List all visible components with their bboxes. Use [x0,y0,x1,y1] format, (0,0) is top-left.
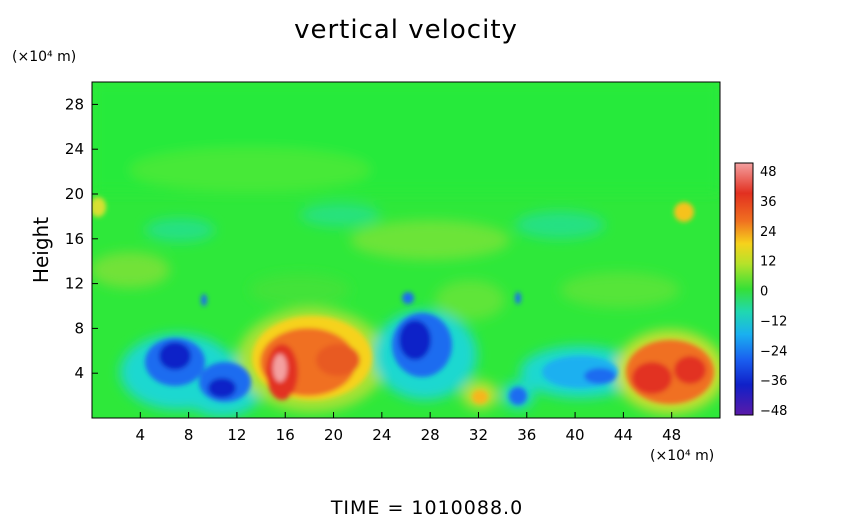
colorbar-tick-label: 48 [760,165,777,180]
colorbar-tick-label: 36 [760,195,777,210]
y-unit-label: (×10⁴ m) [12,49,76,65]
x-tick-label: 32 [469,426,488,444]
x-axis-ticks: 4 8 12 16 20 24 28 32 36 40 44 48 [136,412,681,444]
x-tick-label: 20 [324,426,343,444]
x-tick-label: 16 [276,426,295,444]
x-tick-label: 12 [227,426,246,444]
y-tick-label: 20 [65,185,84,203]
y-tick-label: 4 [74,364,84,382]
time-label: TIME = 1010088.0 [330,497,523,519]
heatmap-field [92,82,720,418]
y-tick-label: 16 [65,230,84,248]
x-unit-label: (×10⁴ m) [650,448,714,464]
x-tick-label: 24 [372,426,391,444]
colorbar-tick-label: 0 [760,285,768,300]
y-tick-label: 12 [65,275,84,293]
chart-title: vertical velocity [294,15,518,45]
x-tick-label: 8 [184,426,194,444]
colorbar-ticks: 48 36 24 12 0 −12 −24 −36 −48 [760,165,787,419]
x-tick-label: 28 [421,426,440,444]
heatmap-cores [92,197,714,405]
y-axis-label: Height [29,217,53,283]
x-tick-label: 44 [614,426,633,444]
y-tick-label: 24 [65,140,84,158]
colorbar-tick-label: −12 [760,314,787,329]
colorbar-tick-label: −48 [760,404,787,419]
colorbar [734,162,754,416]
x-tick-label: 36 [517,426,536,444]
plot-frame [91,81,721,419]
y-tick-label: 28 [65,95,84,113]
x-tick-label: 4 [136,426,146,444]
colorbar-tick-label: −24 [760,344,787,359]
y-axis-ticks: 4 8 12 16 20 24 28 [65,95,98,382]
x-tick-label: 48 [662,426,681,444]
colorbar-tick-label: 24 [760,225,777,240]
y-tick-label: 8 [74,319,84,337]
x-tick-label: 40 [566,426,585,444]
colorbar-tick-label: 12 [760,255,777,270]
colorbar-tick-label: −36 [760,374,787,389]
